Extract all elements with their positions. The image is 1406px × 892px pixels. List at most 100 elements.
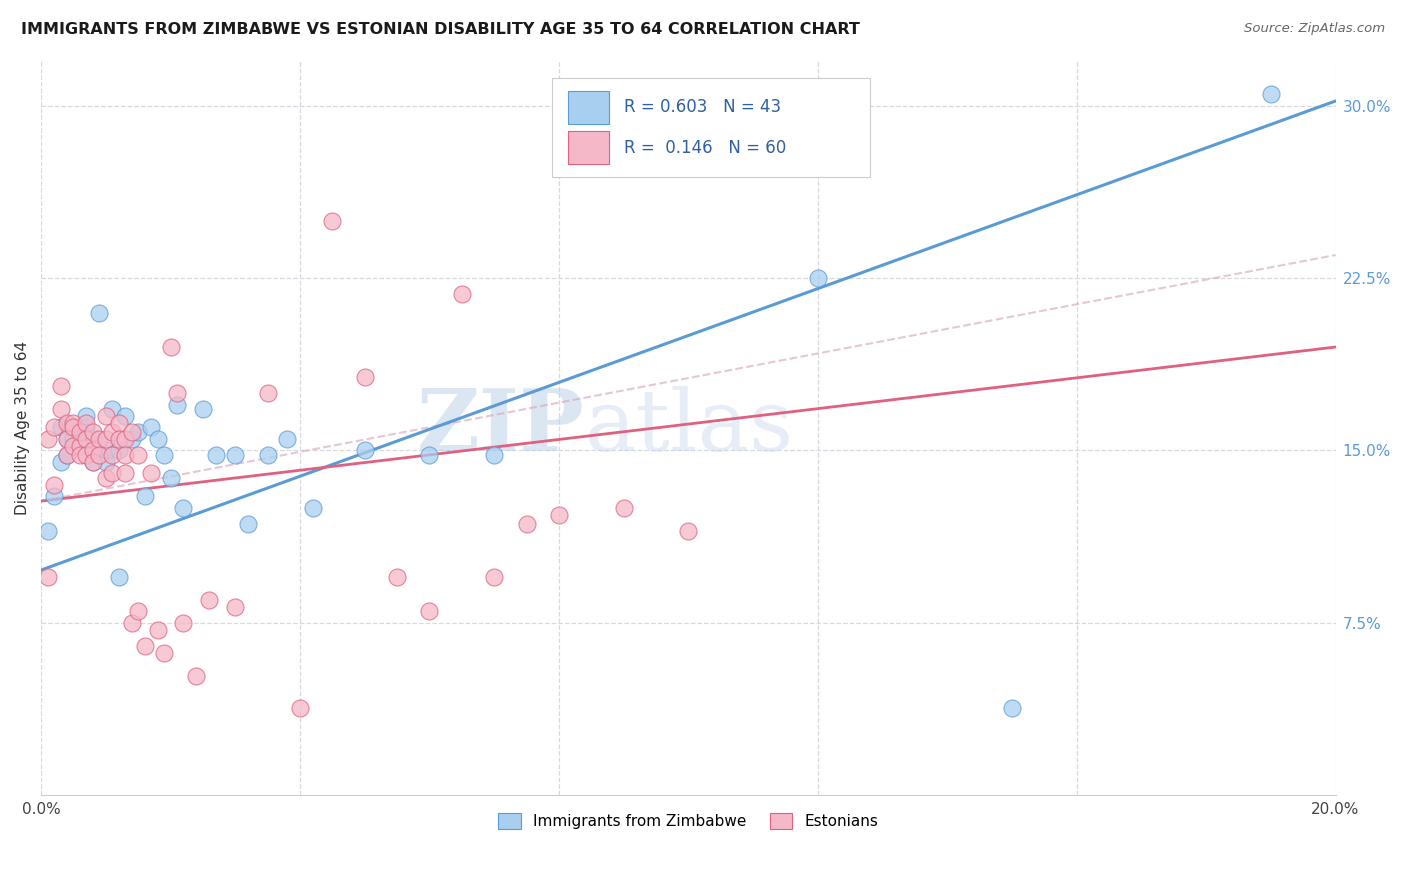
FancyBboxPatch shape xyxy=(553,78,869,178)
Point xyxy=(256,386,278,401)
Point xyxy=(146,432,169,446)
Point xyxy=(450,287,472,301)
Text: Source: ZipAtlas.com: Source: ZipAtlas.com xyxy=(1244,22,1385,36)
Text: R =  0.146   N = 60: R = 0.146 N = 60 xyxy=(624,139,786,157)
Text: ZIP: ZIP xyxy=(418,385,585,469)
Point xyxy=(101,402,124,417)
Point xyxy=(75,420,97,434)
Point xyxy=(101,425,124,439)
Point xyxy=(82,425,104,439)
Point xyxy=(139,467,162,481)
Point xyxy=(186,669,208,683)
Point xyxy=(75,448,97,462)
Point xyxy=(121,432,143,446)
Point xyxy=(224,599,246,614)
Point xyxy=(166,397,188,411)
Point xyxy=(134,639,156,653)
Point xyxy=(678,524,700,538)
Point xyxy=(321,213,343,227)
Point xyxy=(62,420,84,434)
Point xyxy=(146,623,169,637)
Point xyxy=(205,448,228,462)
Point xyxy=(288,701,311,715)
Point xyxy=(114,409,136,423)
Point xyxy=(94,409,117,423)
Point xyxy=(114,467,136,481)
Point xyxy=(82,455,104,469)
Point xyxy=(385,570,408,584)
Point xyxy=(127,448,149,462)
Point xyxy=(173,500,195,515)
Point xyxy=(75,409,97,423)
Point xyxy=(37,524,59,538)
Point xyxy=(107,570,129,584)
Point xyxy=(256,448,278,462)
Point xyxy=(353,443,375,458)
Point xyxy=(56,448,79,462)
Point xyxy=(139,420,162,434)
Point xyxy=(166,386,188,401)
Point xyxy=(418,448,440,462)
Point xyxy=(37,570,59,584)
Text: R = 0.603   N = 43: R = 0.603 N = 43 xyxy=(624,98,780,117)
Point xyxy=(42,478,65,492)
Point xyxy=(159,340,181,354)
Point xyxy=(159,471,181,485)
Point xyxy=(75,416,97,430)
Point xyxy=(56,416,79,430)
Point xyxy=(613,500,636,515)
Point xyxy=(69,432,91,446)
Point xyxy=(94,443,117,458)
Point xyxy=(121,425,143,439)
Point xyxy=(302,500,325,515)
Point xyxy=(42,420,65,434)
Point xyxy=(107,443,129,458)
Point xyxy=(191,402,214,417)
Point xyxy=(127,604,149,618)
Point xyxy=(62,416,84,430)
Point xyxy=(101,467,124,481)
Point xyxy=(62,432,84,446)
Point xyxy=(482,570,505,584)
Point xyxy=(49,379,72,393)
Point xyxy=(49,455,72,469)
Point xyxy=(1001,701,1024,715)
Point xyxy=(353,370,375,384)
Point xyxy=(515,517,537,532)
Point xyxy=(82,455,104,469)
Point xyxy=(807,271,830,285)
Legend: Immigrants from Zimbabwe, Estonians: Immigrants from Zimbabwe, Estonians xyxy=(492,807,884,836)
Point xyxy=(114,448,136,462)
Point xyxy=(89,448,111,462)
FancyBboxPatch shape xyxy=(568,131,609,164)
Text: IMMIGRANTS FROM ZIMBABWE VS ESTONIAN DISABILITY AGE 35 TO 64 CORRELATION CHART: IMMIGRANTS FROM ZIMBABWE VS ESTONIAN DIS… xyxy=(21,22,860,37)
Point xyxy=(62,420,84,434)
Point xyxy=(134,490,156,504)
Y-axis label: Disability Age 35 to 64: Disability Age 35 to 64 xyxy=(15,341,30,515)
Point xyxy=(198,593,221,607)
Point xyxy=(153,646,176,660)
Point xyxy=(69,439,91,453)
Point xyxy=(121,615,143,630)
Point xyxy=(418,604,440,618)
Point xyxy=(94,455,117,469)
FancyBboxPatch shape xyxy=(568,91,609,124)
Point xyxy=(94,432,117,446)
Point xyxy=(49,420,72,434)
Point xyxy=(56,432,79,446)
Point xyxy=(224,448,246,462)
Point xyxy=(69,425,91,439)
Point xyxy=(114,432,136,446)
Point xyxy=(127,425,149,439)
Point xyxy=(1260,87,1282,101)
Point xyxy=(82,443,104,458)
Point xyxy=(238,517,260,532)
Point xyxy=(75,432,97,446)
Point xyxy=(42,490,65,504)
Point xyxy=(107,416,129,430)
Point xyxy=(56,432,79,446)
Text: atlas: atlas xyxy=(585,386,794,469)
Point xyxy=(82,432,104,446)
Point xyxy=(101,448,124,462)
Point xyxy=(62,439,84,453)
